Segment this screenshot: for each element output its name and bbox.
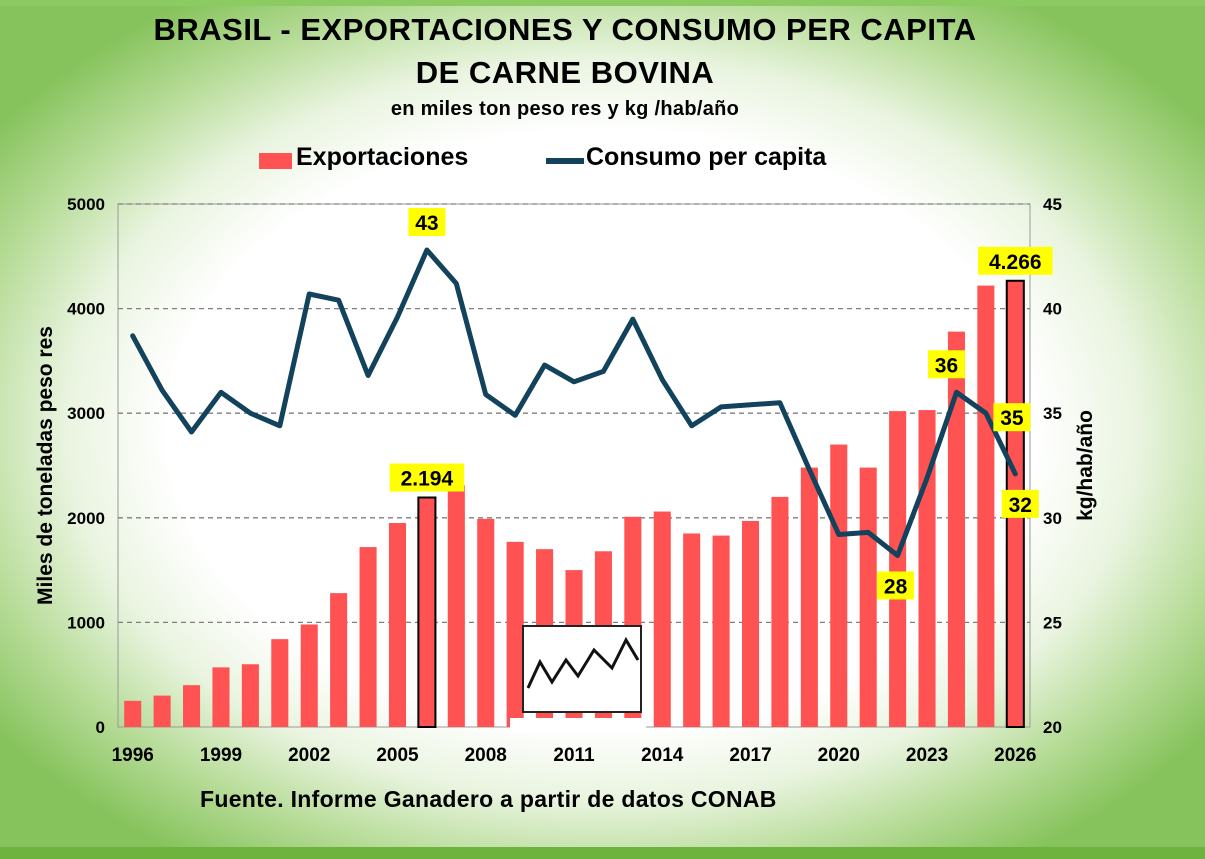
bar-2021 <box>859 467 877 727</box>
bar-2016 <box>712 535 730 727</box>
y-right-tick: 25 <box>1043 613 1062 632</box>
x-tick: 2008 <box>465 745 507 766</box>
callout-label-2006: 43 <box>415 212 438 235</box>
bar-2001 <box>271 639 289 727</box>
callout-label-2025: 35 <box>1000 407 1024 430</box>
bar-2005 <box>388 523 407 727</box>
legend-bar-label: Exportaciones <box>296 143 469 171</box>
x-tick: 2014 <box>641 745 684 766</box>
x-tick: 2023 <box>906 745 948 766</box>
x-tick: 2005 <box>376 745 419 766</box>
x-tick: 2011 <box>553 745 595 766</box>
callout-box-2024 <box>927 350 965 379</box>
bar-2002 <box>300 624 318 727</box>
y-right-tick: 20 <box>1043 718 1062 737</box>
source-note: Fuente. Informe Ganadero a partir de dat… <box>200 786 777 812</box>
bottom-band <box>0 847 1205 859</box>
chart-title-line1: BRASIL - EXPORTACIONES Y CONSUMO PER CAP… <box>153 12 977 47</box>
bar-2020 <box>830 444 848 727</box>
callout-label-2026: 32 <box>1009 494 1032 517</box>
bar-2003 <box>330 593 348 727</box>
legend: Exportaciones Consumo per capita <box>0 143 1130 177</box>
bar-2017 <box>741 520 760 727</box>
legend-line-label: Consumo per capita <box>586 143 827 171</box>
legend-bar-swatch <box>259 153 292 169</box>
callout-box-2006 <box>389 463 465 492</box>
y-right-axis-label: kg/hab/año <box>1074 410 1097 521</box>
legend-line-swatch <box>546 158 584 164</box>
y-right-tick: 35 <box>1043 404 1062 423</box>
bar-2000 <box>241 664 259 727</box>
bar-2024 <box>947 331 965 727</box>
y-left-tick: 3000 <box>67 404 105 423</box>
bar-1996 <box>124 700 142 727</box>
bar-2008 <box>477 518 495 727</box>
bar-1999 <box>212 667 230 727</box>
y-right-tick: 45 <box>1043 195 1062 214</box>
y-left-tick: 0 <box>96 718 105 737</box>
callout-box-2022 <box>877 571 915 600</box>
x-tick: 2002 <box>288 745 330 766</box>
x-tick: 1999 <box>200 745 242 766</box>
bar-1998 <box>183 685 201 727</box>
callout-box-2026 <box>978 246 1053 275</box>
y-left-axis-label: Miles de toneladas peso res <box>34 326 57 605</box>
y-right-tick: 30 <box>1043 509 1062 528</box>
bar-2018 <box>771 496 789 727</box>
bar-2007 <box>447 485 465 727</box>
watermark-logo-icon <box>526 636 640 689</box>
bar-2004 <box>359 547 377 727</box>
y-left-tick: 4000 <box>67 300 105 319</box>
chart-subtitle: en miles ton peso res y kg /hab/año <box>390 98 740 120</box>
callout-label-2026: 4.266 <box>989 251 1042 274</box>
bar-2009 <box>506 541 524 727</box>
watermark-strip <box>510 718 646 733</box>
y-left-tick: 1000 <box>67 613 105 632</box>
bar-2006 <box>417 496 437 728</box>
top-band <box>0 0 1205 6</box>
x-tick: 2026 <box>994 745 1036 766</box>
bar-2022 <box>889 411 907 727</box>
chart-title-line2: DE CARNE BOVINA <box>415 55 715 90</box>
bar-2019 <box>800 467 818 727</box>
y-right-tick: 40 <box>1043 300 1062 319</box>
callout-box-2026 <box>1001 489 1039 518</box>
callout-box-2025 <box>993 403 1031 432</box>
callout-label-2024: 36 <box>935 354 958 377</box>
callout-label-2006: 2.194 <box>401 468 454 491</box>
x-tick: 1996 <box>112 745 154 766</box>
x-tick: 2020 <box>818 745 860 766</box>
x-tick: 2017 <box>729 745 771 766</box>
bar-2014 <box>653 511 671 727</box>
bar-2015 <box>683 533 701 727</box>
y-left-tick: 5000 <box>67 195 105 214</box>
callout-label-2022: 28 <box>884 575 908 598</box>
consumption-line <box>130 247 1018 558</box>
y-left-tick: 2000 <box>67 509 105 528</box>
bar-1997 <box>153 695 171 727</box>
bar-2025 <box>977 285 995 727</box>
callout-box-2006 <box>408 208 446 237</box>
